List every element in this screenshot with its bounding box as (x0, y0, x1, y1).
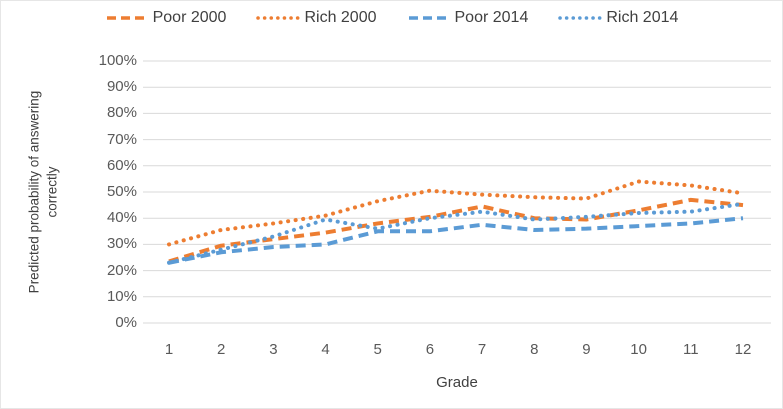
gridlines (143, 60, 771, 324)
legend-marker-dotted (256, 16, 301, 20)
y-tick-label: 80% (106, 104, 137, 122)
y-tick-label: 0% (115, 314, 137, 331)
y-tick-label: 40% (106, 209, 137, 227)
series-line-rich-2014 (167, 201, 745, 265)
legend-label: Rich 2014 (606, 9, 679, 26)
legend-label: Poor 2014 (454, 9, 529, 26)
x-tick-label: 11 (683, 341, 699, 358)
series-line-poor-2000 (168, 197, 744, 264)
x-axis-title: Grade (436, 374, 478, 391)
x-tick-label: 6 (425, 341, 435, 358)
x-tick-label: 8 (530, 341, 539, 358)
chart-legend: Poor 2000 Rich 2000 Poor 2014 Rich 2014 (1, 9, 782, 27)
y-tick-label: 10% (106, 287, 137, 305)
x-tick-label: 4 (321, 341, 330, 358)
legend-marker-dashed (408, 16, 449, 20)
x-tick-label: 7 (477, 341, 487, 358)
x-tick-label: 1 (164, 341, 174, 358)
x-tick-label: 9 (582, 341, 591, 358)
legend-item-poor-2014: Poor 2014 (407, 9, 529, 27)
series-line-poor-2014 (168, 216, 744, 265)
x-tick-label: 12 (734, 341, 752, 358)
series-line-rich-2000 (167, 179, 745, 247)
y-tick-label: 70% (106, 130, 137, 148)
y-tick-label: 50% (106, 183, 137, 200)
legend-marker-dotted (558, 16, 603, 20)
y-tick-label: 20% (106, 261, 137, 279)
legend-label: Poor 2000 (152, 9, 227, 26)
y-tick-label: 30% (106, 235, 137, 253)
x-tick-label: 2 (217, 341, 226, 358)
legend-item-rich-2014: Rich 2014 (558, 9, 678, 27)
y-tick-label: 60% (106, 156, 137, 174)
y-tick-label: 100% (98, 52, 137, 69)
x-tick-label: 5 (373, 341, 382, 358)
x-tick-label: 3 (269, 341, 278, 358)
legend-item-poor-2000: Poor 2000 (105, 9, 227, 27)
legend-marker-dashed (106, 16, 147, 20)
legend-item-rich-2000: Rich 2000 (256, 9, 377, 27)
legend-label: Rich 2000 (304, 9, 377, 26)
y-tick-label: 90% (106, 78, 137, 96)
x-tick-label: 10 (630, 341, 647, 358)
